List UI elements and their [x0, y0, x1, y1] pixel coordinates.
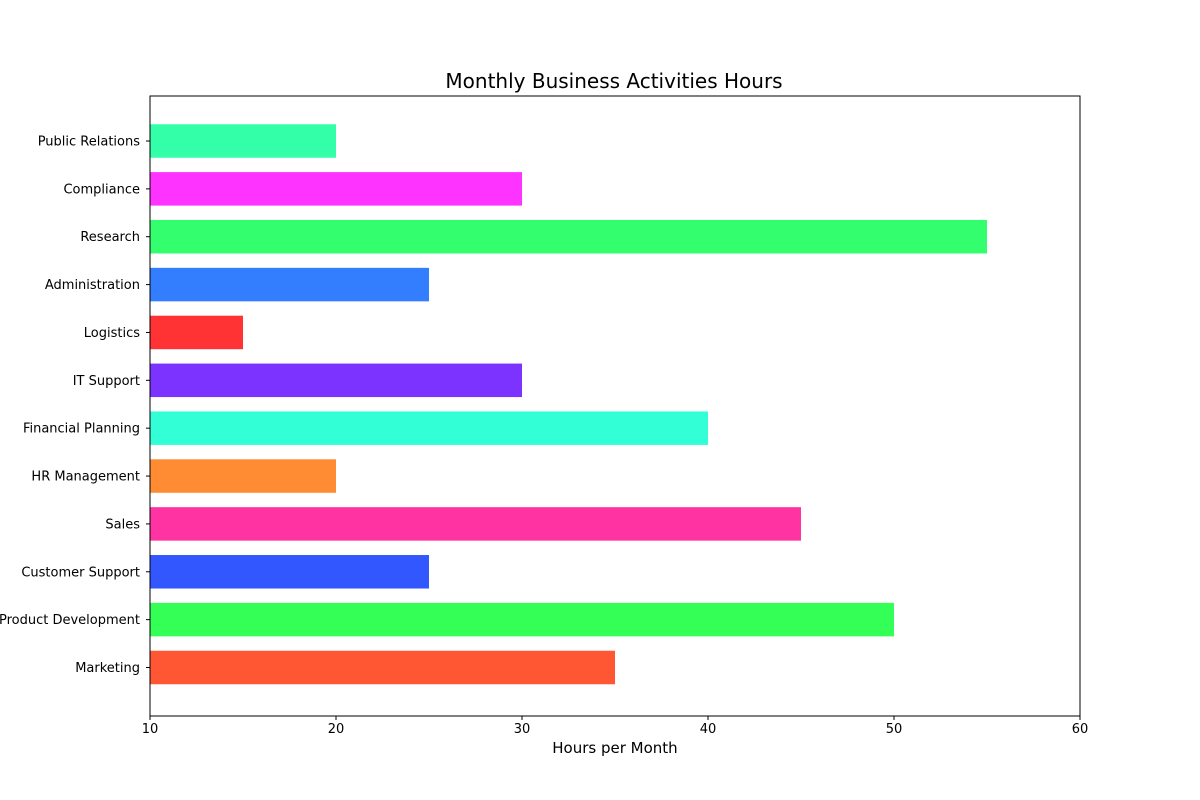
bar-compliance: [150, 172, 522, 206]
bar-sales: [150, 507, 801, 541]
bar-administration: [150, 267, 429, 302]
x-tick-label-60: 60: [1072, 722, 1089, 737]
x-tick-label-20: 20: [328, 722, 345, 737]
y-tick-label-compliance: Compliance: [63, 182, 140, 197]
y-tick-label-administration: Administration: [45, 278, 140, 293]
y-tick-label-financial-planning: Financial Planning: [23, 422, 140, 437]
bar-research: [150, 219, 987, 254]
y-axis: Marketing Product Development Customer Sup…: [0, 135, 150, 676]
bar-customer-support: [150, 555, 429, 589]
chart-title: Monthly Business Activities Hours: [445, 69, 782, 93]
bar-marketing: [150, 650, 615, 685]
y-tick-label-research: Research: [80, 230, 140, 245]
x-tick-label-50: 50: [886, 722, 903, 737]
y-tick-label-sales: Sales: [105, 517, 140, 532]
bar-it-support: [150, 363, 522, 398]
x-tick-label-30: 30: [514, 722, 531, 737]
y-tick-label-public-relations: Public Relations: [38, 135, 141, 150]
y-tick-label-product-development: Product Development: [0, 613, 140, 628]
y-tick-label-it-support: IT Support: [73, 374, 140, 389]
x-axis-label: Hours per Month: [552, 739, 677, 757]
bar-logistics: [150, 315, 243, 350]
y-tick-label-hr-management: HR Management: [31, 470, 140, 485]
y-tick-label-customer-support: Customer Support: [21, 565, 140, 580]
x-tick-label-40: 40: [700, 722, 717, 737]
bar-product-development: [150, 602, 894, 637]
plot-frame: [149, 95, 1081, 717]
x-axis: 10 20 30 40 50 60: [142, 716, 1089, 737]
bar-financial-planning: [150, 411, 708, 445]
y-tick-label-logistics: Logistics: [84, 326, 140, 341]
bars-group: [150, 124, 987, 685]
x-tick-label-10: 10: [142, 722, 159, 737]
bar-public-relations: [150, 124, 336, 158]
y-tick-label-marketing: Marketing: [75, 661, 140, 676]
bar-hr-management: [150, 459, 336, 493]
